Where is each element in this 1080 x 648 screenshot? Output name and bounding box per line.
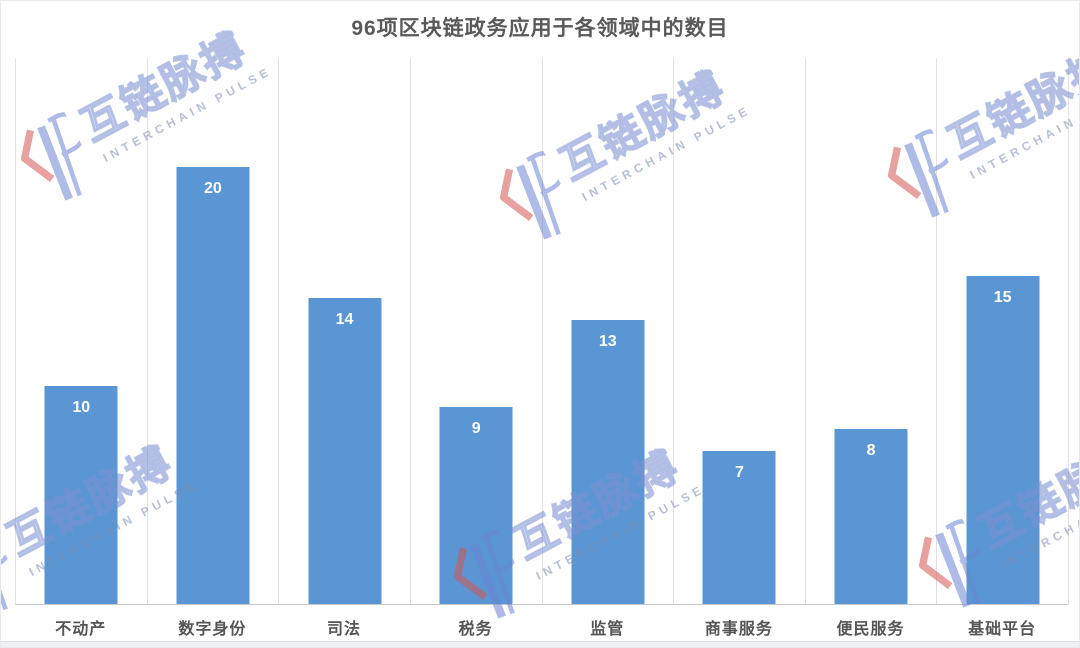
plot-area: 10 20 14 9 13 7 8 15 xyxy=(15,58,1069,605)
bar-value-label: 9 xyxy=(471,420,481,438)
bar: 8 xyxy=(834,429,908,604)
category-slot: 9 xyxy=(409,58,542,604)
x-axis-category-label: 基础平台 xyxy=(968,621,1037,638)
category-slot: 13 xyxy=(541,58,674,604)
bar: 13 xyxy=(571,320,645,604)
category-slot: 15 xyxy=(936,58,1068,604)
x-axis-labels: 不动产 数字身份 司法 税务 监管 商事服务 便民服务 基础平台 xyxy=(15,615,1068,639)
category-slot: 10 xyxy=(15,58,147,604)
category-slot: 20 xyxy=(146,58,279,604)
x-axis-category-label: 数字身份 xyxy=(178,621,247,638)
page-bottom-border xyxy=(1,641,1079,647)
bar-value-label: 14 xyxy=(335,311,354,329)
bar-value-label: 15 xyxy=(993,289,1012,307)
bar: 10 xyxy=(44,385,118,604)
bar: 15 xyxy=(966,276,1040,604)
category-slot: 8 xyxy=(804,58,937,604)
bar-value-label: 7 xyxy=(734,464,744,482)
bar: 7 xyxy=(702,451,776,604)
chart-title: 96项区块链政务应用于各领域中的数目 xyxy=(351,17,729,40)
x-axis-category-label: 监管 xyxy=(590,621,625,638)
bar: 14 xyxy=(308,298,382,604)
x-axis-category-label: 便民服务 xyxy=(836,621,905,638)
bar-value-label: 8 xyxy=(866,442,876,460)
x-axis-category-label: 商事服务 xyxy=(704,621,773,638)
bar-value-label: 13 xyxy=(598,333,617,351)
category-slot: 7 xyxy=(673,58,805,604)
x-axis-category-label: 不动产 xyxy=(55,621,107,638)
bar: 20 xyxy=(176,167,250,604)
x-axis-category-label: 税务 xyxy=(458,621,493,638)
x-axis-category-label: 司法 xyxy=(327,621,362,638)
category-slot: 14 xyxy=(278,58,410,604)
bar-value-label: 10 xyxy=(72,398,91,416)
bar: 9 xyxy=(439,407,513,604)
bar-value-label: 20 xyxy=(204,180,222,198)
